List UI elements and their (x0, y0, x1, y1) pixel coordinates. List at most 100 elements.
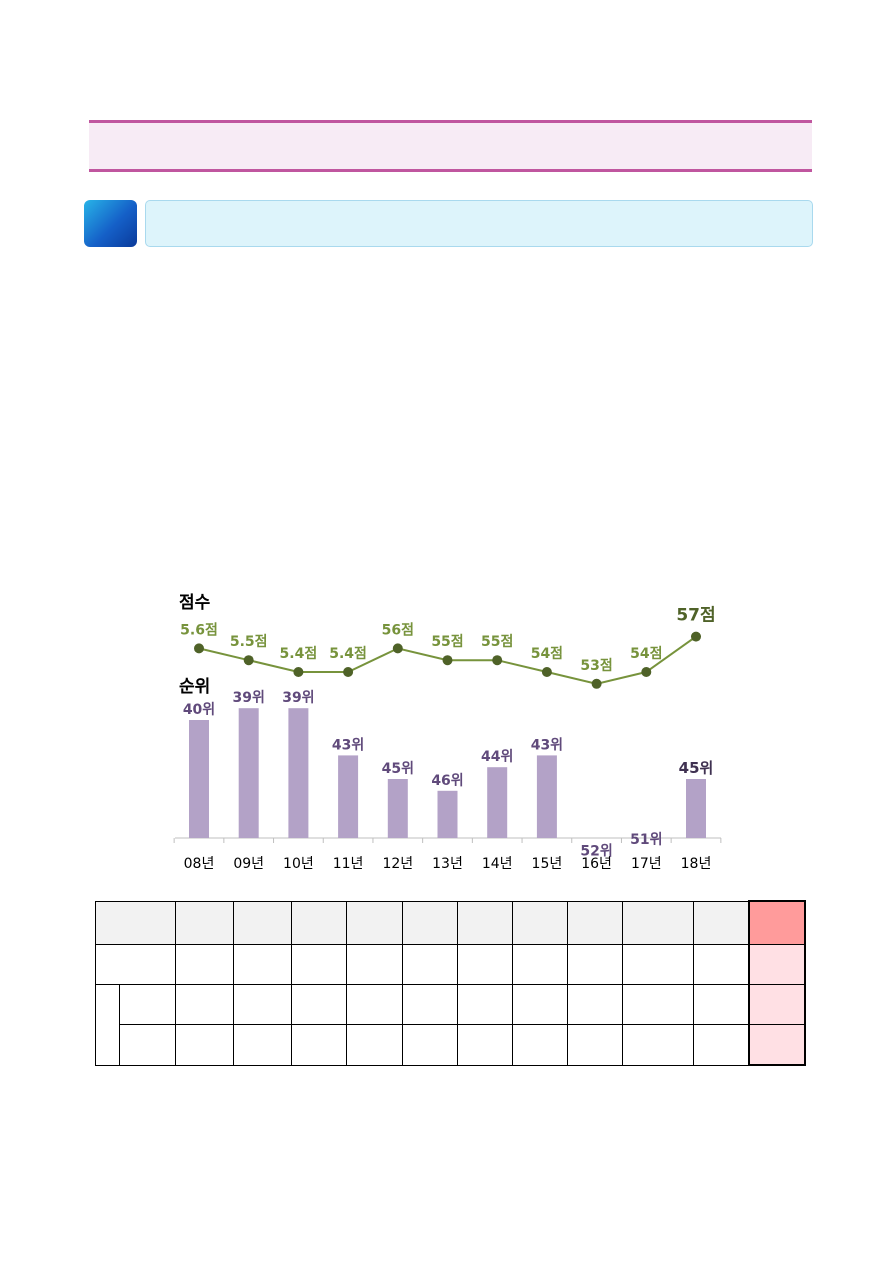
score-data-label: 53점 (580, 657, 612, 674)
score-point (591, 678, 602, 689)
score-data-label: 56점 (382, 621, 414, 638)
table-cell (233, 984, 292, 1025)
score-data-label: 55점 (481, 633, 513, 650)
score-point (541, 667, 552, 677)
score-data-label: 57점 (676, 606, 715, 626)
table-cell (693, 1024, 750, 1066)
data-labels: 40위 39위 39위 43위 45위 46위 44위 43위 52위 51위 45위 5.6점 5.5… (180, 605, 716, 859)
table-cell (233, 900, 292, 945)
rank-data-label: 39위 (282, 690, 314, 706)
rank-data-label: 40위 (183, 702, 215, 718)
table-cell (622, 1024, 694, 1066)
table-cell (457, 1024, 513, 1066)
rank-bar (338, 755, 359, 838)
table-cell (233, 1024, 292, 1066)
table-cell (622, 900, 694, 945)
table-cell (457, 984, 513, 1025)
x-tick-label: 18년 (681, 856, 712, 872)
table-cell (119, 984, 176, 1025)
table-cell (291, 944, 347, 985)
table-cell (402, 900, 458, 945)
score-data-label: 5.6점 (180, 621, 218, 638)
rank-data-label: 43위 (531, 737, 563, 753)
table-cell (346, 900, 403, 945)
score-data-label: 5.5점 (230, 633, 268, 650)
score-data-label: 54점 (531, 645, 563, 662)
table-cell-highlight (748, 1024, 806, 1066)
table-cell (95, 900, 176, 945)
table-cell (175, 900, 234, 945)
score-point (243, 655, 254, 666)
table-cell (567, 1024, 623, 1066)
table-cell (291, 1024, 347, 1066)
rank-bar (288, 708, 309, 838)
rank-bar (189, 720, 209, 838)
table-cell (346, 944, 403, 985)
x-tick-label: 14년 (482, 856, 513, 872)
rank-bars (189, 708, 706, 838)
table-cell (95, 944, 176, 985)
rank-data-label: 46위 (431, 773, 463, 789)
table-cell (457, 900, 513, 945)
rank-data-label: 45위 (382, 761, 414, 777)
page-title-band (89, 120, 812, 172)
table-cell (95, 984, 120, 1066)
score-data-label: 55점 (431, 633, 463, 650)
x-tick-label: 08년 (184, 856, 215, 872)
table-cell (693, 900, 750, 945)
x-tick-label: 17년 (631, 856, 662, 872)
section-heading-band (145, 200, 813, 247)
rank-bar (487, 767, 508, 838)
table-cell (512, 1024, 568, 1066)
table-cell (402, 984, 458, 1025)
score-data-label: 5.4점 (280, 645, 318, 662)
table-cell (346, 984, 403, 1025)
x-tick-label: 12년 (382, 856, 413, 872)
table-cell (291, 900, 347, 945)
table-cell-highlight (748, 984, 806, 1025)
rank-data-label: 51위 (630, 832, 662, 848)
table-cell (291, 984, 347, 1025)
table-cell (693, 984, 750, 1025)
score-point (194, 643, 204, 654)
rank-bar (686, 779, 706, 838)
score-title: 점수 (179, 593, 211, 613)
score-data-label: 54점 (630, 645, 662, 662)
rank-data-label: 45위 (679, 759, 714, 777)
table-cell (346, 1024, 403, 1066)
score-point (392, 643, 403, 654)
score-line (194, 631, 701, 689)
x-tick-label: 16년 (581, 856, 612, 872)
score-data-label: 5.4점 (329, 645, 367, 662)
rank-title: 순위 (179, 677, 210, 697)
score-point (442, 655, 453, 666)
table-cell (119, 1024, 176, 1066)
table-cell (512, 900, 568, 945)
score-rank-chart: 점수 순위 08년 09년 10년 11년 12년 13년 14년 15년 16년 17년 18년 … (173, 593, 722, 872)
score-point (492, 655, 503, 666)
summary-table (95, 900, 806, 1066)
table-cell (233, 944, 292, 985)
table-cell-highlight (748, 900, 806, 945)
table-cell (567, 944, 623, 985)
rank-bar (238, 708, 259, 838)
x-tick-label: 15년 (532, 856, 563, 872)
table-cell (622, 944, 694, 985)
table-cell (512, 944, 568, 985)
x-tick-label: 11년 (333, 856, 364, 872)
table-cell (175, 1024, 234, 1066)
table-cell (622, 984, 694, 1025)
score-point (293, 667, 304, 677)
table-cell-highlight (748, 944, 806, 985)
rank-data-label: 39위 (233, 690, 265, 706)
table-cell (512, 984, 568, 1025)
x-axis-ticks: 08년 09년 10년 11년 12년 13년 14년 15년 16년 17년 18년 (173, 838, 722, 872)
table-cell (567, 984, 623, 1025)
table-cell (175, 984, 234, 1025)
table-cell (457, 944, 513, 985)
score-point (641, 667, 652, 677)
table-cell (175, 944, 234, 985)
rank-bar (536, 755, 557, 838)
x-tick-label: 13년 (432, 856, 463, 872)
table-cell (567, 900, 623, 945)
